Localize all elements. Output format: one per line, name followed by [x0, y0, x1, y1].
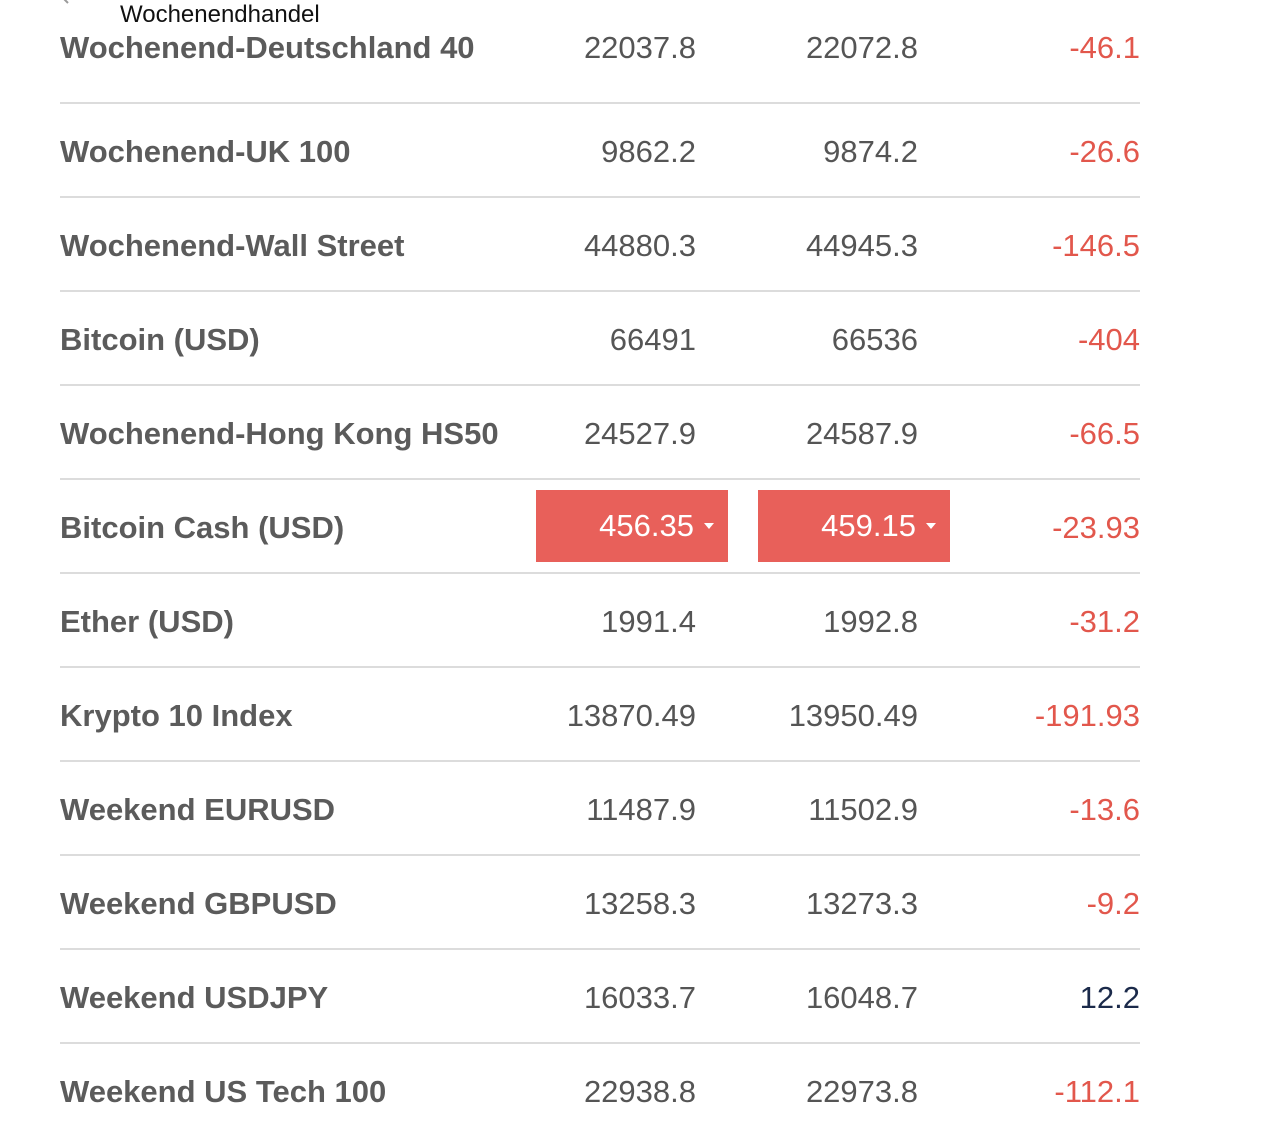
instrument-name: Ether (USD)	[60, 604, 234, 639]
table-row[interactable]: Weekend EURUSD 11487.9 11502.9 -13.6	[60, 762, 1140, 856]
sell-price: 456.35	[599, 508, 694, 543]
table-row[interactable]: Wochenend-Deutschland 40 22037.8 22072.8…	[60, 10, 1140, 104]
price-change: -191.93	[1034, 698, 1140, 733]
table-row[interactable]: Wochenend-Wall Street 44880.3 44945.3 -1…	[60, 198, 1140, 292]
buy-price[interactable]: 22072.8	[805, 30, 918, 65]
buy-price[interactable]: 66536	[831, 322, 918, 357]
instrument-name: Bitcoin Cash (USD)	[60, 510, 345, 545]
sell-price[interactable]: 13258.3	[583, 886, 696, 921]
price-change: -146.5	[1052, 228, 1140, 263]
sell-price[interactable]: 44880.3	[583, 228, 696, 263]
table-row[interactable]: Wochenend-Hong Kong HS50 24527.9 24587.9…	[60, 386, 1140, 480]
table-row[interactable]: Weekend USDJPY 16033.7 16048.7 12.2	[60, 950, 1140, 1044]
instrument-name: Weekend US Tech 100	[60, 1074, 387, 1109]
price-change: 12.2	[1079, 980, 1140, 1015]
chevron-left-icon[interactable]	[58, 0, 72, 4]
sell-price[interactable]: 22037.8	[583, 30, 696, 65]
sell-price-button[interactable]: 456.35	[536, 490, 728, 562]
caret-down-icon	[704, 523, 714, 529]
header-bar: Wochenendhandel	[0, 0, 1275, 30]
instrument-name: Weekend GBPUSD	[60, 886, 337, 921]
page-title: Wochenendhandel	[120, 1, 320, 28]
buy-price[interactable]: 1992.8	[823, 604, 918, 639]
buy-price[interactable]: 13950.49	[788, 698, 918, 733]
table-row[interactable]: Wochenend-UK 100 9862.2 9874.2 -26.6	[60, 104, 1140, 198]
sell-price[interactable]: 66491	[609, 322, 696, 357]
instrument-name: Wochenend-Hong Kong HS50	[60, 416, 499, 451]
price-change: -46.1	[1069, 30, 1140, 65]
buy-price[interactable]: 13273.3	[805, 886, 918, 921]
table-row[interactable]: Krypto 10 Index 13870.49 13950.49 -191.9…	[60, 668, 1140, 762]
instrument-name: Krypto 10 Index	[60, 698, 293, 733]
buy-price[interactable]: 22973.8	[805, 1074, 918, 1109]
caret-down-icon	[926, 523, 936, 529]
instrument-name: Weekend EURUSD	[60, 792, 336, 827]
buy-price-button[interactable]: 459.15	[758, 490, 950, 562]
sell-price[interactable]: 16033.7	[583, 980, 696, 1015]
sell-price[interactable]: 22938.8	[583, 1074, 696, 1109]
buy-price[interactable]: 9874.2	[823, 134, 918, 169]
buy-price[interactable]: 24587.9	[805, 416, 918, 451]
buy-price: 459.15	[821, 508, 916, 543]
table-row[interactable]: Weekend US Tech 100 22938.8 22973.8 -112…	[60, 1044, 1140, 1138]
price-change: -66.5	[1069, 416, 1140, 451]
instrument-name: Wochenend-Deutschland 40	[60, 30, 475, 65]
buy-price[interactable]: 11502.9	[808, 792, 918, 827]
market-table: Wochenend-Deutschland 40 22037.8 22072.8…	[60, 10, 1140, 1138]
price-change: -404	[1077, 322, 1140, 357]
buy-price[interactable]: 44945.3	[805, 228, 918, 263]
sell-price[interactable]: 1991.4	[601, 604, 696, 639]
instrument-name: Weekend USDJPY	[60, 980, 329, 1015]
sell-price[interactable]: 13870.49	[566, 698, 696, 733]
instrument-name: Bitcoin (USD)	[60, 322, 260, 357]
price-change: -26.6	[1069, 134, 1140, 169]
price-change: -23.93	[1052, 510, 1140, 545]
table-row[interactable]: Bitcoin (USD) 66491 66536 -404	[60, 292, 1140, 386]
sell-price[interactable]: 24527.9	[583, 416, 696, 451]
instrument-name: Wochenend-UK 100	[60, 134, 351, 169]
instrument-name: Wochenend-Wall Street	[60, 228, 405, 263]
buy-price[interactable]: 16048.7	[805, 980, 918, 1015]
table-row[interactable]: Weekend GBPUSD 13258.3 13273.3 -9.2	[60, 856, 1140, 950]
price-change: -31.2	[1069, 604, 1140, 639]
sell-price[interactable]: 11487.9	[586, 792, 696, 827]
price-change: -9.2	[1086, 886, 1140, 921]
table-row[interactable]: Bitcoin Cash (USD) 456.35 459.15 -23.93	[60, 480, 1140, 574]
price-change: -112.1	[1054, 1074, 1140, 1109]
sell-price[interactable]: 9862.2	[601, 134, 696, 169]
price-change: -13.6	[1069, 792, 1140, 827]
table-row[interactable]: Ether (USD) 1991.4 1992.8 -31.2	[60, 574, 1140, 668]
